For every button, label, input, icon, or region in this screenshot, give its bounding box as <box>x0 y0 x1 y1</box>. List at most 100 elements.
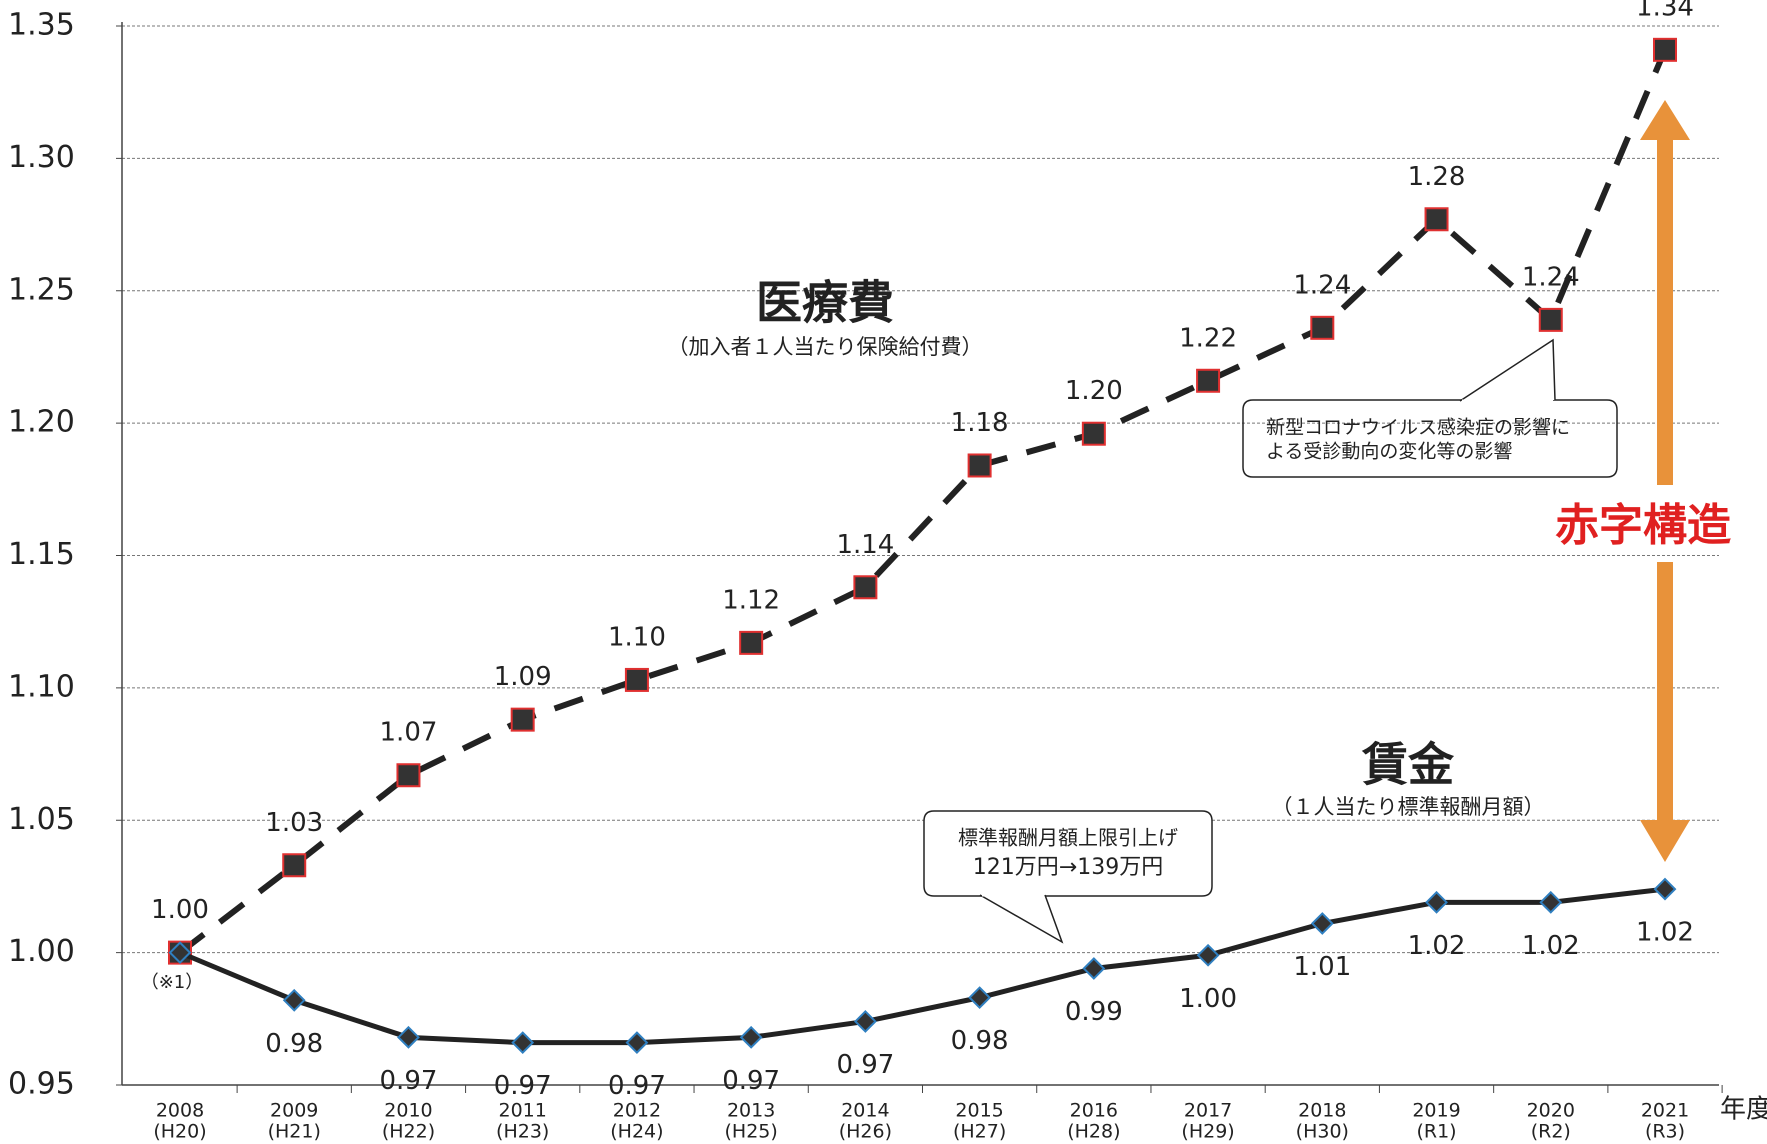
marker <box>967 453 992 478</box>
callout-box <box>1242 399 1618 478</box>
arrow <box>1640 562 1690 862</box>
data-label: 1.07 <box>380 718 438 748</box>
data-label: 1.14 <box>836 530 894 560</box>
data-label: 0.97 <box>836 1050 894 1080</box>
arrow <box>1640 100 1690 485</box>
y-tick-label: 1.00 <box>8 934 75 969</box>
data-label: 1.00 <box>151 895 209 925</box>
y-tick-label: 1.30 <box>8 140 75 175</box>
marker <box>510 707 535 732</box>
series-name: 医療費 <box>756 276 894 330</box>
x-tick-label: 2021 <box>1641 1100 1689 1122</box>
marker <box>1310 315 1335 340</box>
data-label: 0.97 <box>722 1066 780 1096</box>
data-label: 1.00 <box>1179 984 1237 1014</box>
data-label: 1.09 <box>494 662 552 692</box>
callout-text: 標準報酬月額上限引上げ <box>958 826 1178 850</box>
series-line <box>178 48 1668 956</box>
marker <box>397 1025 420 1049</box>
x-tick-sublabel: (R2) <box>1531 1121 1571 1143</box>
y-tick-label: 1.10 <box>8 669 75 704</box>
note: （※1） <box>141 972 204 993</box>
callout-text: 121万円→139万円 <box>973 855 1163 880</box>
marker <box>853 1010 877 1033</box>
callout-box <box>923 810 1213 897</box>
y-tick-label: 1.35 <box>8 8 75 43</box>
x-tick-label: 2017 <box>1184 1100 1232 1122</box>
marker <box>625 1031 649 1055</box>
marker <box>282 988 306 1012</box>
callout-tail <box>1459 338 1556 402</box>
data-label: 1.18 <box>951 408 1009 438</box>
data-label: 1.28 <box>1408 162 1466 192</box>
data-label: 1.03 <box>265 808 323 838</box>
data-label: 1.02 <box>1522 931 1580 961</box>
x-tick-sublabel: (H22) <box>382 1121 435 1143</box>
series-line <box>179 886 1666 1046</box>
data-label: 0.97 <box>608 1071 666 1101</box>
deficit-label: 赤字構造 <box>1555 500 1731 551</box>
marker <box>853 575 878 600</box>
data-label: 1.10 <box>608 622 666 652</box>
x-tick-sublabel: (H26) <box>839 1121 892 1143</box>
marker <box>1425 890 1448 914</box>
marker <box>168 941 192 965</box>
marker <box>1424 207 1449 232</box>
marker <box>624 667 649 692</box>
y-tick-label: 1.15 <box>8 537 75 572</box>
marker <box>1196 943 1220 967</box>
callout-text: 新型コロナウイルス感染症の影響に <box>1266 417 1570 439</box>
data-label: 1.02 <box>1636 918 1694 948</box>
marker <box>1653 37 1677 62</box>
x-tick-sublabel: (H29) <box>1181 1121 1234 1143</box>
marker <box>1653 877 1677 901</box>
x-tick-label: 2015 <box>955 1100 1003 1122</box>
marker <box>1196 368 1221 393</box>
x-tick-label: 2009 <box>270 1100 318 1122</box>
y-tick-label: 1.25 <box>8 272 75 307</box>
x-tick-sublabel: (H27) <box>953 1121 1006 1143</box>
x-tick-label: 2018 <box>1298 1100 1346 1122</box>
x-unit-label: 年度 <box>1720 1095 1767 1125</box>
x-tick-label: 2016 <box>1070 1100 1118 1122</box>
marker <box>396 763 421 788</box>
data-label: 0.97 <box>380 1066 438 1096</box>
series-name: 賃金 <box>1361 738 1455 792</box>
x-tick-label: 2011 <box>499 1100 547 1122</box>
x-tick-label: 2012 <box>613 1100 661 1122</box>
marker <box>1082 957 1106 980</box>
x-tick-label: 2008 <box>156 1100 204 1122</box>
x-tick-sublabel: (H21) <box>268 1121 321 1143</box>
series-subtitle: （加入者１人当たり保険給付費） <box>668 335 983 359</box>
y-tick-label: 1.20 <box>8 405 75 440</box>
x-tick-sublabel: (H20) <box>153 1121 206 1143</box>
data-label: 1.01 <box>1293 952 1351 982</box>
marker <box>282 853 307 878</box>
marker <box>968 986 992 1010</box>
marker <box>1310 912 1334 935</box>
marker <box>739 1025 763 1049</box>
data-label: 1.20 <box>1065 376 1123 406</box>
x-tick-label: 2020 <box>1527 1100 1575 1122</box>
x-tick-sublabel: (H24) <box>610 1121 663 1143</box>
x-tick-label: 2019 <box>1412 1100 1460 1122</box>
x-tick-sublabel: (R3) <box>1645 1121 1685 1143</box>
marker <box>1539 890 1563 914</box>
marker <box>1538 307 1563 332</box>
x-tick-label: 2010 <box>384 1100 432 1122</box>
data-label: 1.12 <box>722 585 780 615</box>
data-label: 1.24 <box>1293 270 1351 300</box>
x-tick-label: 2014 <box>841 1100 889 1122</box>
data-label: 0.98 <box>265 1029 323 1059</box>
x-tick-sublabel: (H25) <box>725 1121 778 1143</box>
callout-tail <box>979 894 1064 944</box>
data-label: 0.98 <box>951 1026 1009 1056</box>
data-label: 1.24 <box>1522 262 1580 292</box>
y-tick-label: 0.95 <box>8 1067 75 1102</box>
x-tick-label: 2013 <box>727 1100 775 1122</box>
data-label: 1.22 <box>1179 323 1237 353</box>
marker <box>739 630 764 655</box>
y-tick-label: 1.05 <box>8 802 75 837</box>
